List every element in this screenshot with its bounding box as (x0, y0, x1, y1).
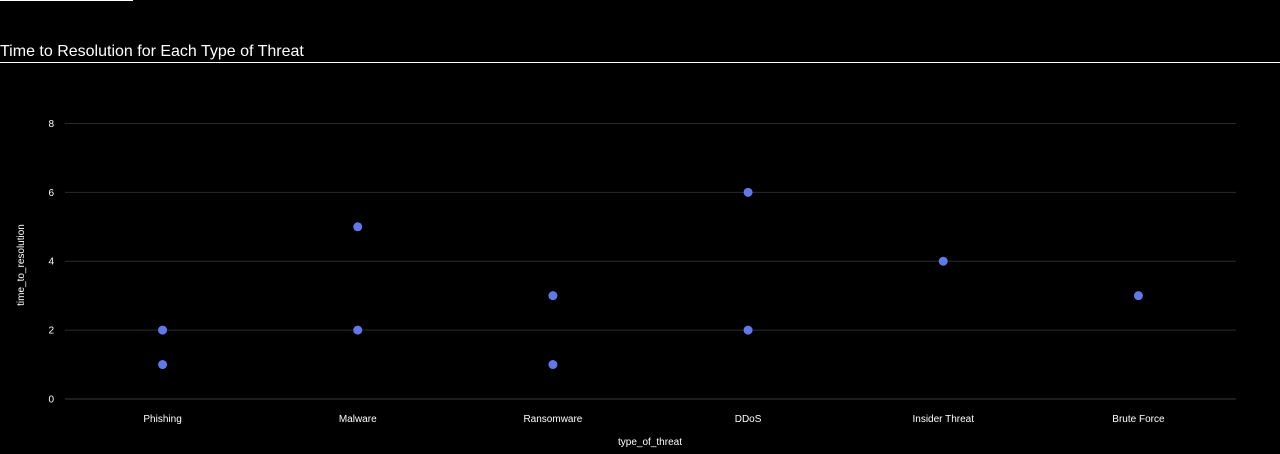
top-tab-indicator (0, 0, 133, 1)
x-tick-label: Brute Force (1112, 414, 1165, 425)
data-point[interactable] (158, 360, 168, 370)
x-axis-title: type_of_threat (618, 437, 682, 448)
data-point[interactable] (158, 325, 168, 335)
data-point[interactable] (743, 187, 753, 197)
y-tick-label: 0 (48, 395, 54, 406)
data-point[interactable] (1133, 291, 1143, 301)
x-tick-label: Insider Threat (912, 414, 974, 425)
x-tick-labels: Phishing Malware Ransomware DDoS Insider Thr… (143, 414, 1165, 425)
y-tick-labels: 0 2 4 6 8 (48, 119, 54, 406)
x-tick-label: Phishing (143, 414, 181, 425)
data-point[interactable] (548, 291, 558, 301)
y-tick-label: 4 (48, 257, 54, 268)
chart-title: Time to Resolution for Each Type of Thre… (0, 43, 304, 60)
x-tick-label: DDoS (735, 414, 762, 425)
data-point[interactable] (353, 325, 363, 335)
data-points (158, 187, 1143, 370)
y-tick-label: 6 (48, 188, 54, 199)
y-tick-label: 8 (48, 119, 54, 130)
x-tick-label: Malware (339, 414, 377, 425)
data-point[interactable] (743, 325, 753, 335)
y-axis-title: time_to_resolution (16, 224, 27, 306)
x-tick-label: Ransomware (523, 414, 582, 425)
title-divider (0, 62, 1280, 63)
data-point[interactable] (548, 360, 558, 370)
data-point[interactable] (938, 256, 948, 266)
data-point[interactable] (353, 222, 363, 232)
grid-lines (65, 122, 1236, 400)
y-tick-label: 2 (48, 326, 54, 337)
